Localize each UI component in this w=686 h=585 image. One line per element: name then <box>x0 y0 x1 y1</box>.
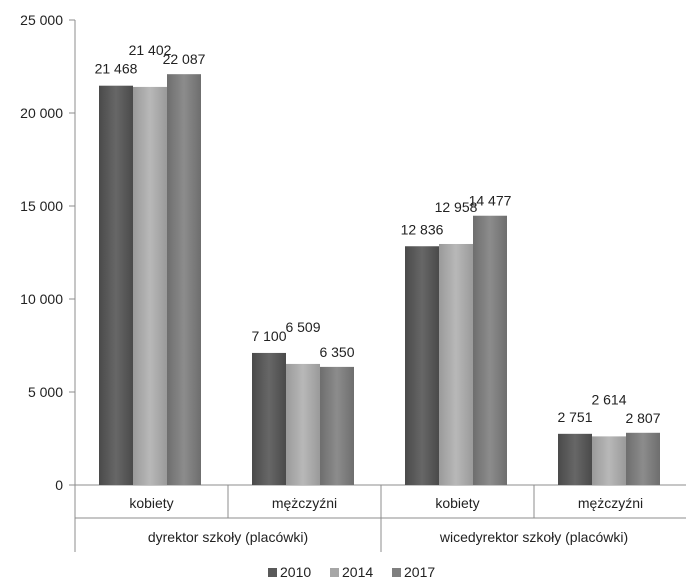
y-tick-label: 25 000 <box>20 12 63 28</box>
bars <box>99 74 660 486</box>
data-label: 12 958 <box>435 199 478 215</box>
bar-2010-0 <box>99 85 133 486</box>
data-label: 22 087 <box>163 51 206 67</box>
bar-2017-3 <box>626 432 660 485</box>
data-label: 21 468 <box>95 61 138 77</box>
bar-2017-2 <box>473 215 507 486</box>
y-tick-label: 0 <box>55 477 63 493</box>
bar-2014-1 <box>286 363 320 485</box>
group-label: dyrektor szkoły (placówki) <box>148 529 308 545</box>
category-label: kobiety <box>129 495 173 511</box>
legend-swatch-2010 <box>268 568 277 577</box>
data-label: 21 402 <box>129 42 172 58</box>
data-label: 6 350 <box>319 344 354 360</box>
legend-entry: 2017 <box>404 564 435 580</box>
data-label: 14 477 <box>469 193 512 209</box>
category-label: mężczyźni <box>578 495 643 511</box>
bar-2010-2 <box>405 246 439 485</box>
group-label: wicedyrektor szkoły (placówki) <box>439 529 628 545</box>
data-label: 6 509 <box>285 319 320 335</box>
y-tick-label: 15 000 <box>20 198 63 214</box>
bar-2014-0 <box>133 86 167 486</box>
bar-2017-0 <box>167 74 201 486</box>
legend-swatch-2017 <box>392 568 401 577</box>
category-label: kobiety <box>435 495 479 511</box>
legend-swatch-2014 <box>330 568 339 577</box>
y-tick-label: 5 000 <box>28 384 63 400</box>
category-label: mężczyźni <box>272 495 337 511</box>
bar-2010-1 <box>252 352 286 485</box>
data-label: 2 614 <box>591 391 626 407</box>
bar-2017-1 <box>320 366 354 485</box>
data-label: 2 807 <box>625 410 660 426</box>
bar-2014-2 <box>439 243 473 485</box>
data-label: 12 836 <box>401 221 444 237</box>
y-tick-label: 10 000 <box>20 291 63 307</box>
bar-2014-3 <box>592 436 626 485</box>
axes: 0 5 000 10 000 15 000 20 000 25 000 kobiety męż… <box>20 12 686 552</box>
legend: 2010 2014 2017 <box>268 564 435 580</box>
legend-entry: 2010 <box>280 564 311 580</box>
data-labels: 21 468 7 100 12 836 2 751 21 402 6 509 12 958 2… <box>95 42 661 426</box>
y-tick-label: 20 000 <box>20 105 63 121</box>
data-label: 7 100 <box>251 328 286 344</box>
data-label: 2 751 <box>557 409 592 425</box>
legend-entry: 2014 <box>342 564 373 580</box>
bar-2010-3 <box>558 433 592 485</box>
